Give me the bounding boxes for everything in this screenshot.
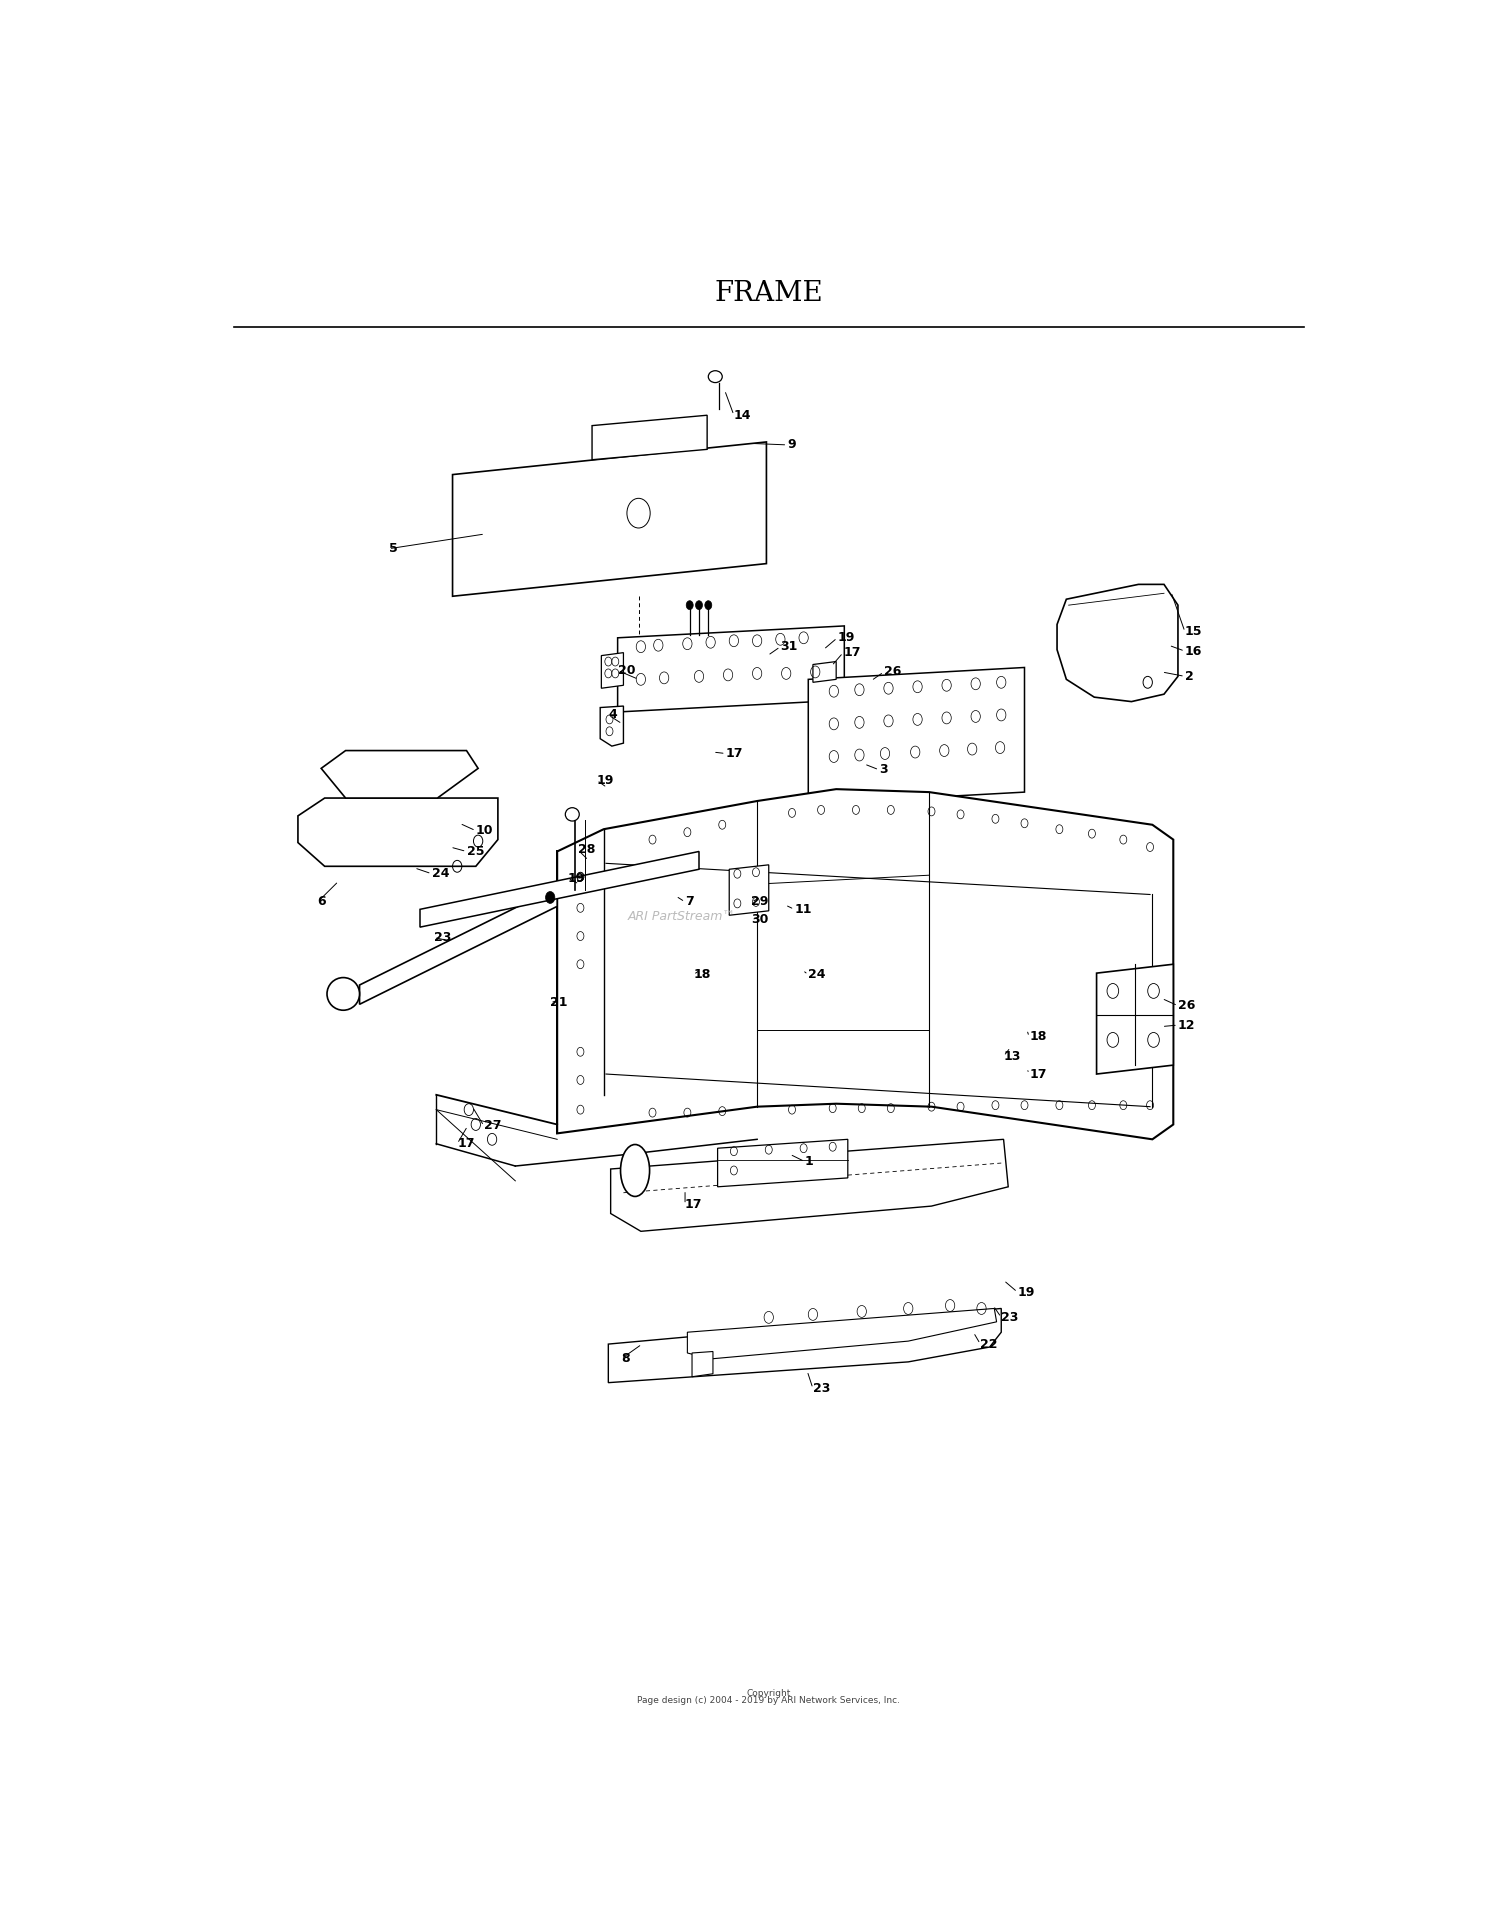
- Text: 31: 31: [780, 640, 798, 653]
- Text: 4: 4: [609, 709, 616, 721]
- Polygon shape: [1058, 584, 1178, 701]
- Text: 9: 9: [788, 439, 796, 451]
- Text: FRAME: FRAME: [714, 279, 824, 306]
- Text: 25: 25: [466, 844, 484, 858]
- Ellipse shape: [327, 977, 360, 1010]
- Text: 8: 8: [621, 1353, 630, 1366]
- Text: 10: 10: [476, 825, 494, 836]
- Text: 15: 15: [1185, 626, 1203, 638]
- Ellipse shape: [708, 370, 723, 383]
- Text: 20: 20: [618, 665, 634, 676]
- Text: 5: 5: [388, 541, 398, 555]
- Text: 6: 6: [318, 896, 327, 908]
- Text: Page design (c) 2004 - 2019 by ARI Network Services, Inc.: Page design (c) 2004 - 2019 by ARI Netwo…: [638, 1696, 900, 1705]
- Text: 13: 13: [1004, 1050, 1022, 1062]
- Text: 19: 19: [1017, 1285, 1035, 1299]
- Text: 18: 18: [1029, 1031, 1047, 1043]
- Circle shape: [686, 601, 693, 609]
- Polygon shape: [602, 653, 624, 688]
- Text: ARI PartStream™: ARI PartStream™: [627, 910, 735, 923]
- Text: 17: 17: [1029, 1068, 1047, 1081]
- Text: 22: 22: [981, 1337, 998, 1351]
- Polygon shape: [609, 1308, 1002, 1384]
- Polygon shape: [808, 667, 1024, 804]
- Ellipse shape: [566, 807, 579, 821]
- Polygon shape: [600, 705, 624, 746]
- Polygon shape: [556, 790, 1173, 1139]
- Text: 17: 17: [843, 646, 861, 659]
- Polygon shape: [687, 1308, 996, 1359]
- Text: 21: 21: [550, 996, 567, 1010]
- Text: 28: 28: [578, 844, 596, 856]
- Text: 23: 23: [433, 931, 451, 944]
- Polygon shape: [321, 752, 478, 798]
- Ellipse shape: [621, 1145, 650, 1197]
- Text: 16: 16: [1185, 646, 1203, 657]
- Polygon shape: [717, 1139, 848, 1187]
- Text: 18: 18: [693, 967, 711, 981]
- Circle shape: [546, 892, 555, 904]
- Text: 24: 24: [432, 867, 448, 881]
- Text: 23: 23: [1002, 1310, 1019, 1324]
- Text: 2: 2: [1185, 671, 1194, 682]
- Text: 29: 29: [752, 896, 768, 908]
- Text: 7: 7: [686, 896, 694, 908]
- Circle shape: [705, 601, 712, 609]
- Text: 17: 17: [686, 1199, 702, 1210]
- Text: 19: 19: [567, 871, 585, 884]
- Polygon shape: [618, 626, 844, 711]
- Polygon shape: [360, 886, 556, 1004]
- Polygon shape: [420, 852, 699, 927]
- Text: 3: 3: [879, 763, 888, 777]
- Polygon shape: [692, 1351, 712, 1376]
- Circle shape: [696, 601, 702, 609]
- Text: 11: 11: [795, 904, 812, 915]
- Polygon shape: [813, 661, 836, 682]
- Text: 17: 17: [726, 748, 742, 759]
- Text: 17: 17: [458, 1137, 474, 1150]
- Text: Copyright: Copyright: [747, 1688, 790, 1698]
- Text: 27: 27: [484, 1120, 501, 1133]
- Text: 19: 19: [597, 775, 613, 786]
- Text: 24: 24: [808, 967, 826, 981]
- Polygon shape: [592, 414, 706, 461]
- Text: 23: 23: [813, 1382, 831, 1395]
- Text: 1: 1: [806, 1154, 813, 1168]
- Text: 14: 14: [734, 409, 752, 422]
- Text: 26: 26: [1178, 1000, 1196, 1012]
- Text: 19: 19: [837, 632, 855, 644]
- Text: 30: 30: [752, 913, 768, 927]
- Polygon shape: [729, 865, 768, 915]
- Text: 26: 26: [884, 665, 902, 678]
- Polygon shape: [610, 1139, 1008, 1231]
- Text: 12: 12: [1178, 1019, 1196, 1031]
- Polygon shape: [1096, 964, 1173, 1073]
- Polygon shape: [453, 441, 766, 595]
- Polygon shape: [298, 798, 498, 867]
